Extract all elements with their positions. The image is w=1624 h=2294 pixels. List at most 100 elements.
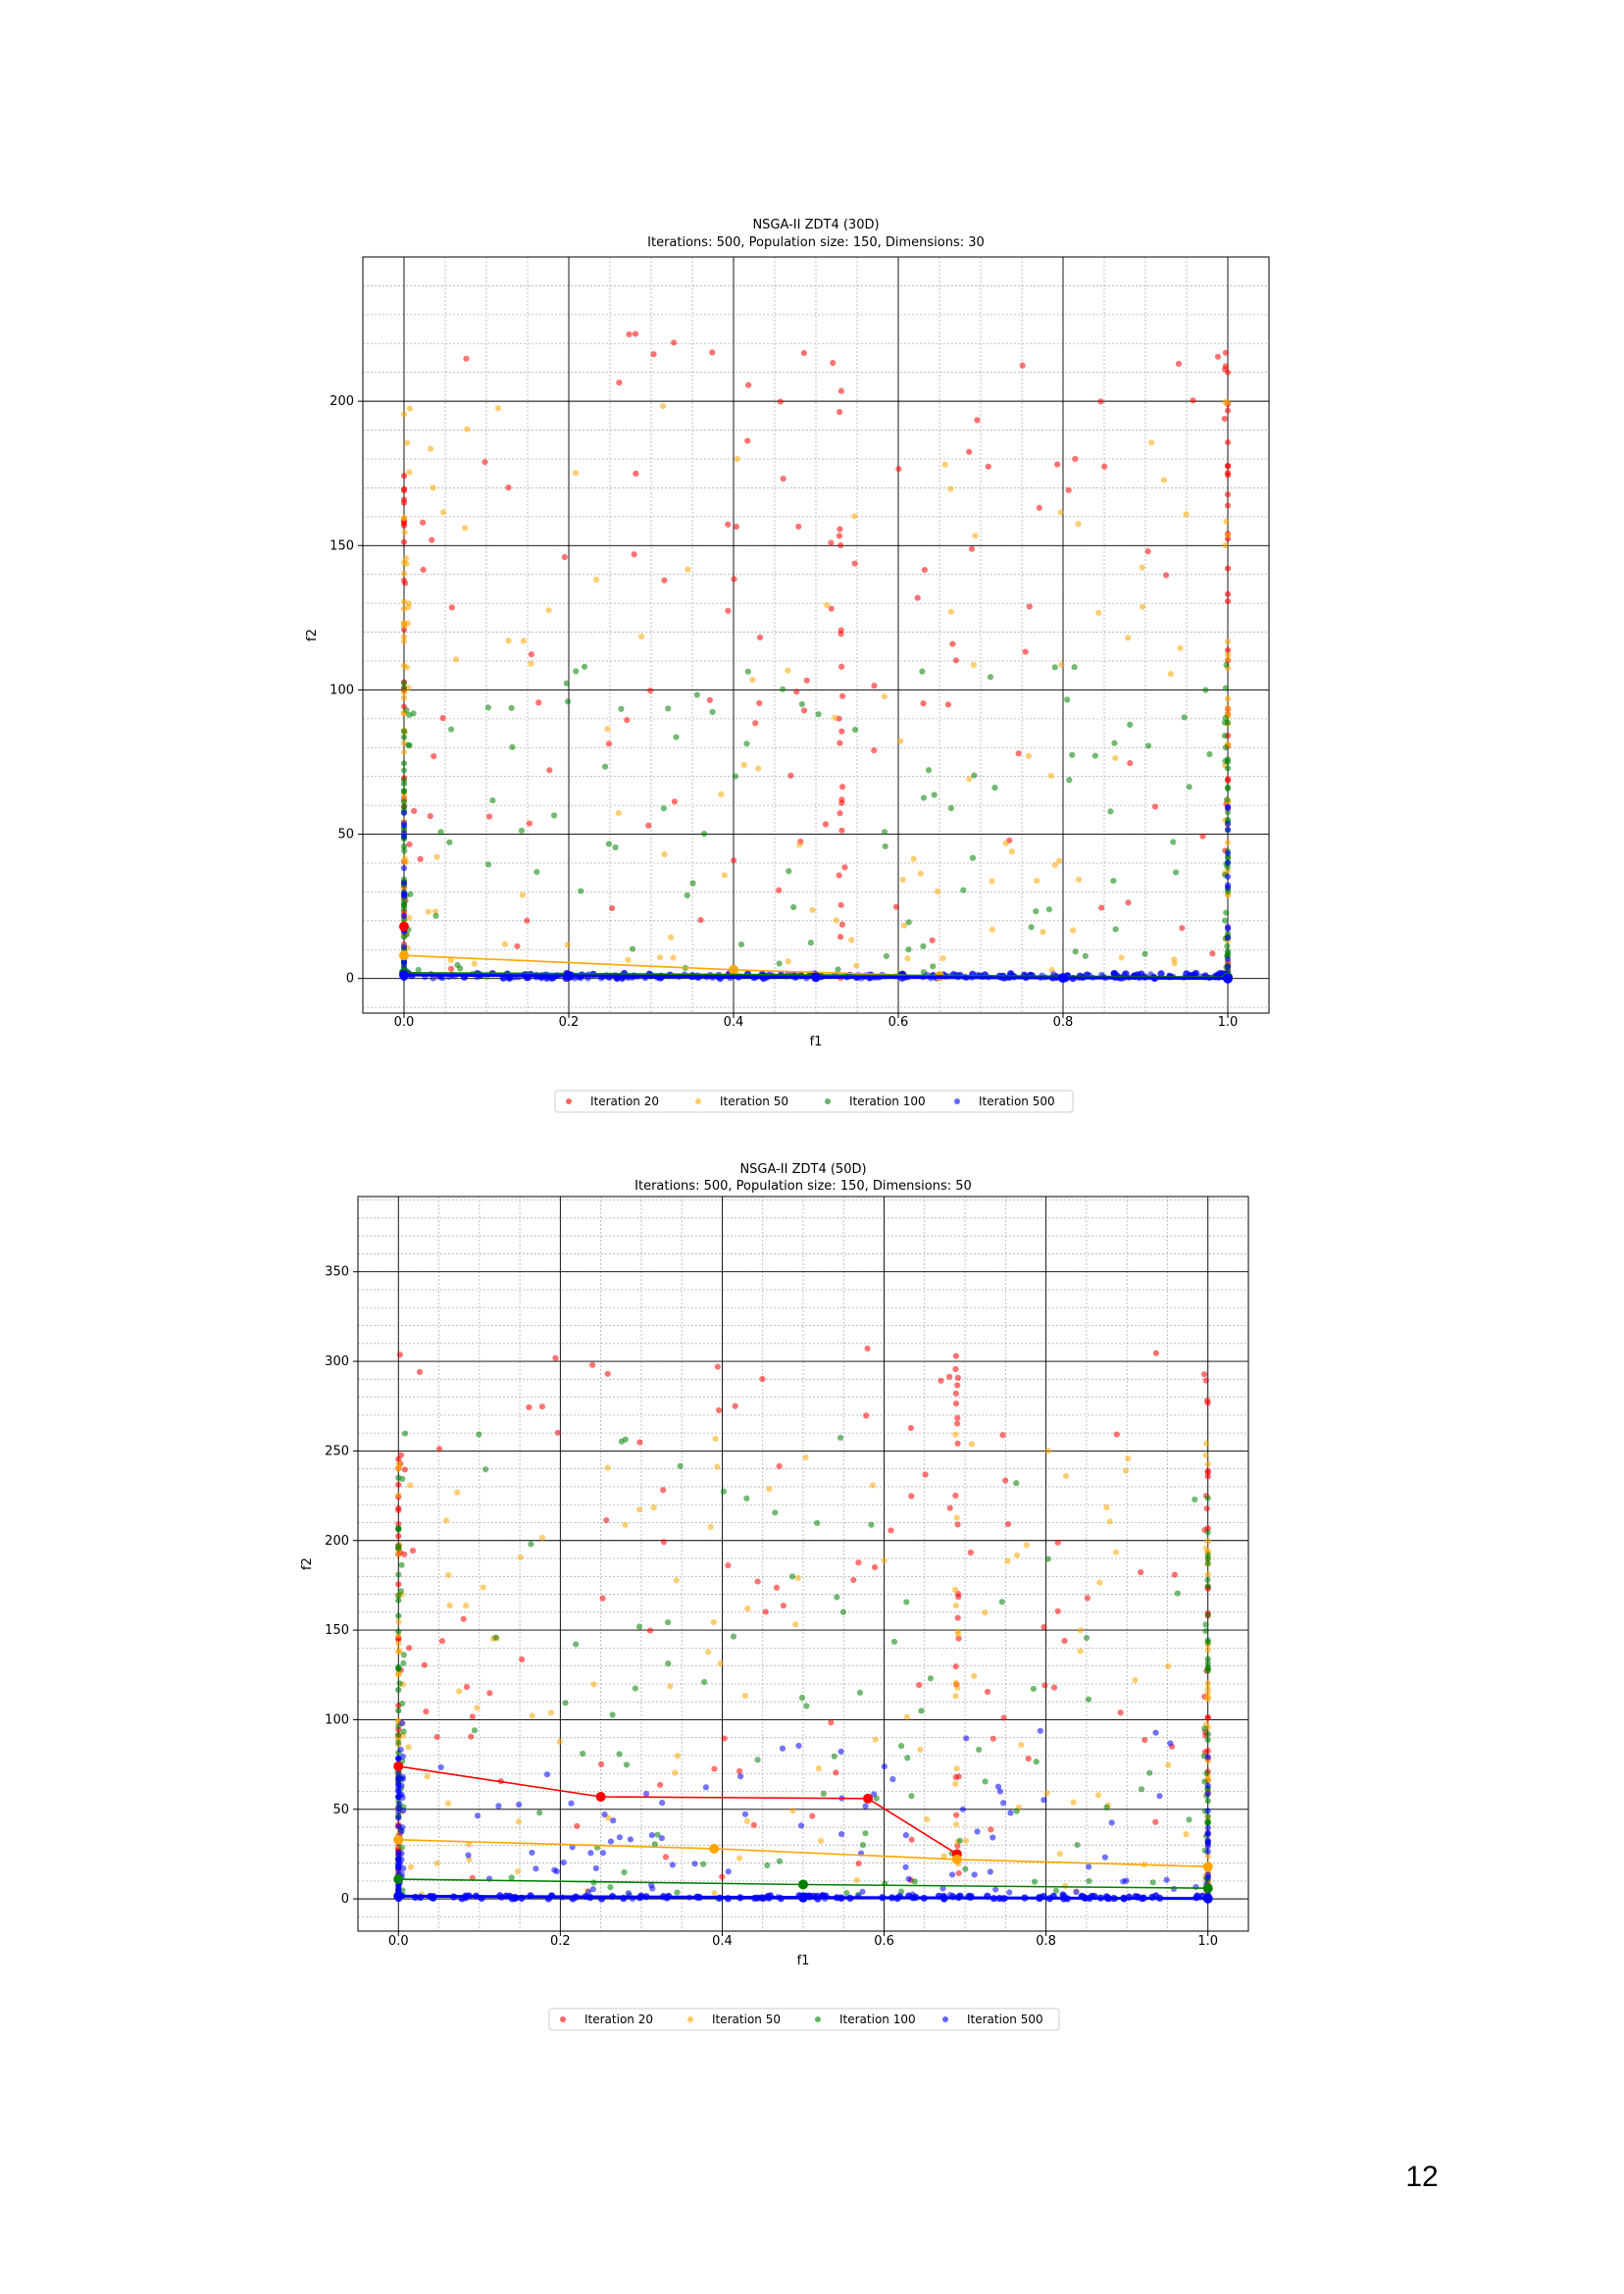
data-point bbox=[400, 798, 408, 805]
data-point bbox=[552, 1354, 559, 1361]
data-point bbox=[400, 485, 408, 492]
data-point bbox=[908, 1836, 915, 1843]
data-point bbox=[800, 349, 807, 357]
data-point bbox=[798, 1694, 806, 1702]
data-point bbox=[1224, 809, 1232, 816]
data-point bbox=[667, 934, 675, 941]
data-point bbox=[471, 960, 478, 967]
data-point bbox=[1204, 1791, 1211, 1798]
data-point bbox=[974, 417, 981, 424]
data-point bbox=[400, 1652, 407, 1658]
data-point bbox=[401, 1466, 408, 1473]
data-point bbox=[480, 1584, 486, 1591]
data-point bbox=[1152, 1350, 1159, 1356]
legend-box bbox=[554, 1090, 1074, 1113]
data-point bbox=[836, 872, 842, 879]
data-point bbox=[1177, 644, 1184, 651]
data-point bbox=[396, 1351, 403, 1358]
front-marker bbox=[399, 921, 409, 932]
data-point bbox=[982, 1609, 989, 1616]
data-point bbox=[1113, 1431, 1120, 1438]
data-point bbox=[398, 1561, 405, 1568]
data-point bbox=[1222, 917, 1229, 924]
data-point bbox=[674, 1889, 681, 1896]
data-point bbox=[508, 1874, 515, 1881]
data-point bbox=[433, 1733, 440, 1741]
data-point bbox=[962, 1865, 969, 1872]
data-point bbox=[949, 640, 956, 647]
data-point bbox=[1204, 1754, 1211, 1760]
data-point bbox=[574, 1822, 581, 1830]
data-point bbox=[1167, 671, 1174, 678]
data-point bbox=[1142, 1737, 1148, 1744]
data-point bbox=[400, 820, 408, 827]
data-point bbox=[400, 623, 408, 630]
data-point bbox=[1000, 1800, 1007, 1807]
chart-30d: NSGA-II ZDT4 (30D) Iterations: 500, Popul… bbox=[305, 218, 1270, 1113]
data-point bbox=[838, 692, 846, 699]
data-point bbox=[400, 1728, 407, 1735]
data-point bbox=[599, 1595, 606, 1602]
data-point bbox=[948, 1871, 956, 1878]
data-point bbox=[590, 1681, 597, 1688]
data-point bbox=[406, 469, 413, 476]
data-point bbox=[395, 1886, 402, 1893]
data-point bbox=[1034, 877, 1040, 885]
data-point bbox=[881, 829, 888, 836]
legend-label: Iteration 20 bbox=[584, 2013, 653, 2026]
data-point bbox=[888, 1527, 894, 1534]
data-point bbox=[621, 1868, 628, 1876]
data-point bbox=[568, 1800, 575, 1807]
data-point bbox=[954, 1420, 961, 1427]
data-point bbox=[1224, 859, 1232, 866]
x-tick-label: 0.6 bbox=[888, 1015, 909, 1030]
data-point bbox=[395, 1474, 402, 1481]
data-point bbox=[828, 605, 835, 612]
data-point bbox=[1170, 839, 1177, 845]
data-point bbox=[931, 791, 938, 798]
data-point bbox=[984, 1688, 991, 1696]
data-point bbox=[650, 351, 657, 358]
data-point bbox=[991, 785, 998, 791]
front-marker bbox=[1202, 1893, 1213, 1904]
data-point bbox=[636, 1439, 643, 1446]
data-point bbox=[730, 1633, 737, 1640]
data-point bbox=[420, 519, 427, 526]
data-point bbox=[1204, 1848, 1211, 1856]
front-marker bbox=[393, 1874, 404, 1885]
data-point bbox=[1139, 603, 1146, 610]
data-point bbox=[1224, 463, 1232, 470]
chart-subtitle: Iterations: 500, Population size: 150, D… bbox=[634, 1179, 972, 1194]
data-point bbox=[1224, 472, 1232, 479]
data-point bbox=[1019, 362, 1026, 369]
data-point bbox=[954, 1382, 961, 1389]
data-point bbox=[789, 1808, 796, 1814]
data-point bbox=[1157, 970, 1165, 978]
data-point bbox=[927, 1675, 934, 1682]
data-point bbox=[431, 752, 437, 760]
data-point bbox=[403, 560, 410, 567]
data-point bbox=[560, 1859, 567, 1866]
data-point bbox=[780, 1603, 787, 1609]
data-point bbox=[406, 1645, 413, 1652]
data-point bbox=[607, 1884, 614, 1891]
y-tick-label: 100 bbox=[330, 683, 354, 697]
data-point bbox=[400, 734, 408, 740]
data-point bbox=[1201, 1778, 1208, 1785]
data-point bbox=[397, 1588, 405, 1595]
data-point bbox=[1222, 685, 1229, 691]
data-point bbox=[618, 705, 625, 712]
data-point bbox=[947, 485, 954, 492]
data-point bbox=[395, 1776, 402, 1783]
data-point bbox=[400, 634, 408, 640]
data-point bbox=[918, 1708, 925, 1714]
data-point bbox=[851, 560, 858, 567]
data-point bbox=[526, 1403, 533, 1411]
data-point bbox=[395, 1543, 402, 1550]
data-point bbox=[400, 728, 408, 735]
data-point bbox=[395, 1492, 402, 1499]
data-point bbox=[1077, 1648, 1084, 1655]
data-point bbox=[814, 1519, 821, 1527]
data-point bbox=[439, 509, 447, 516]
data-point bbox=[1040, 1623, 1047, 1631]
